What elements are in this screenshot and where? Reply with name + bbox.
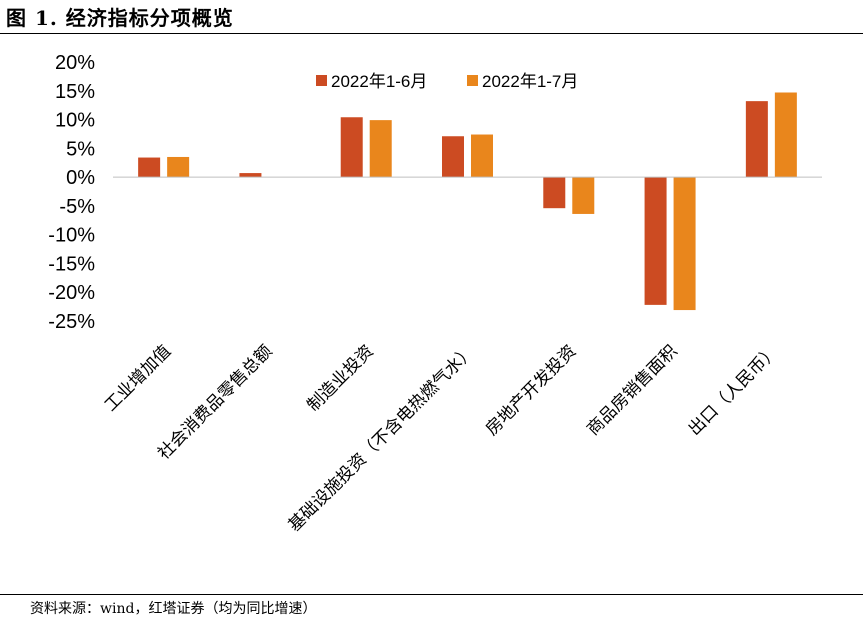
y-tick-label: -10% [48,225,95,247]
y-tick-label: 15% [55,81,95,103]
bar-1-3 [340,117,363,178]
bars [138,92,797,311]
bar-1-1 [138,157,161,178]
legend: 2022年1-6月 2022年1-7月 [316,72,578,91]
y-tick-label: 20% [55,52,95,74]
bar-1-2 [239,173,262,178]
figure-title: 图 1. 经济指标分项概览 [6,6,234,30]
bar-2-7 [774,92,797,178]
bar-2-6 [673,177,696,311]
title-rule [0,33,863,34]
category-label: 工业增加值 [101,341,175,415]
y-tick-label: -15% [48,253,95,275]
bar-chart: 20% 15% 10% 5% 0% -5% -10% -15% -20% -25% 工业增加值社会… [48,52,822,536]
source-rule [0,594,863,595]
bar-2-4 [471,134,493,178]
bar-2-3 [369,120,392,178]
legend-label-1: 2022年1-6月 [331,72,427,91]
category-label: 商品房销售面积 [583,341,681,439]
bar-2-5 [572,177,595,214]
bar-1-6 [644,177,667,305]
y-tick-label: -25% [48,311,95,333]
y-tick-label: 0% [66,167,95,189]
y-tick-label: 5% [66,138,95,160]
source-note: 资料来源：wind，红塔证券（均为同比增速） [30,601,317,617]
legend-label-2: 2022年1-7月 [482,72,578,91]
y-tick-label: 10% [55,110,95,132]
bar-1-4 [442,136,464,178]
category-label: 出口（人民币） [685,341,783,439]
y-axis: 20% 15% 10% 5% 0% -5% -10% -15% -20% -25% [48,52,95,333]
category-label: 基础设施投资（不含电热燃气水） [285,341,479,535]
category-label: 房地产开发投资 [482,341,580,439]
y-tick-label: -5% [59,196,95,218]
bar-2-1 [167,156,190,178]
y-tick-label: -20% [48,282,95,304]
bar-1-5 [543,177,566,209]
bar-1-7 [745,101,768,178]
category-label: 社会消费品零售总额 [154,341,276,463]
category-label: 制造业投资 [304,341,378,415]
legend-swatch-2 [467,75,478,86]
legend-swatch-1 [316,75,327,86]
